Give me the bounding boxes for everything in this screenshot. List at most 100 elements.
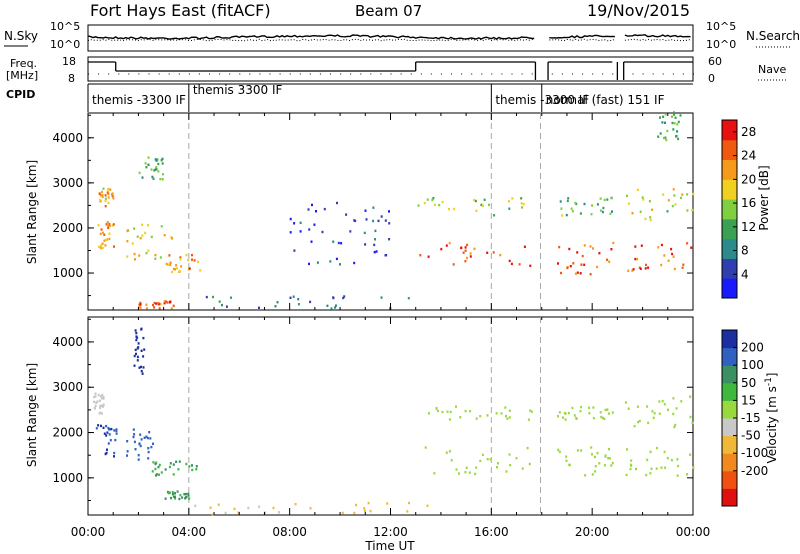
cpid-label: CPID — [6, 88, 35, 101]
cpid-segment-label: themis -3300 IF — [495, 93, 589, 107]
range-gate-cell — [576, 449, 579, 452]
range-gate-cell — [145, 435, 148, 438]
colorbar-swatch — [722, 159, 737, 180]
range-gate-cell — [230, 296, 232, 299]
range-gate-cell — [107, 196, 110, 199]
range-gate-cell — [106, 220, 109, 224]
range-gate-cell — [104, 205, 107, 208]
range-gate-cell — [480, 203, 483, 207]
cpid-segment-label: themis -3300 IF — [92, 93, 186, 107]
range-gate-cell — [515, 457, 518, 460]
range-gate-cell — [646, 405, 649, 408]
range-gate-cell — [557, 415, 559, 418]
range-gate-cell — [101, 397, 103, 400]
nsky-label: N.Sky — [4, 29, 38, 43]
range-gate-cell — [500, 412, 503, 415]
range-gate-cell — [647, 266, 650, 269]
range-gate-cell — [377, 219, 380, 223]
range-gate-cell — [294, 503, 297, 506]
range-gate-cell — [486, 251, 489, 254]
range-gate-cell — [106, 191, 109, 194]
range-gate-cell — [191, 253, 193, 257]
range-gate-cell — [562, 416, 564, 419]
range-gate-cell — [448, 241, 451, 245]
colorbar-tick-label: -200 — [741, 464, 768, 478]
range-gate-cell — [188, 267, 191, 270]
range-gate-cell — [172, 473, 175, 476]
range-gate-cell — [464, 246, 467, 249]
range-gate-cell — [105, 424, 108, 428]
range-gate-cell — [435, 407, 438, 410]
range-gate-cell — [677, 120, 680, 124]
range-gate-cell — [147, 447, 150, 450]
range-gate-cell — [590, 213, 593, 216]
velocity-ylabel: Slant Range [km] — [25, 363, 39, 467]
colorbar-swatch — [722, 382, 737, 401]
range-gate-cell — [105, 451, 108, 455]
range-gate-cell — [483, 198, 486, 201]
range-gate-cell — [426, 198, 429, 201]
range-gate-cell — [440, 247, 443, 251]
freq-unit-label: [MHz] — [6, 69, 38, 82]
range-gate-cell — [195, 468, 198, 471]
range-gate-cell — [293, 249, 296, 252]
range-gate-cell — [101, 195, 104, 199]
range-gate-cell — [109, 439, 112, 442]
range-gate-cell — [110, 427, 113, 431]
range-gate-cell — [674, 116, 677, 119]
range-gate-cell — [492, 251, 495, 254]
range-gate-cell — [652, 416, 655, 419]
range-gate-cell — [465, 466, 468, 469]
range-gate-cell — [583, 244, 586, 247]
range-gate-cell — [611, 411, 614, 414]
range-gate-cell — [528, 462, 531, 466]
range-gate-cell — [150, 445, 153, 449]
range-gate-cell — [469, 255, 472, 258]
range-gate-cell — [152, 461, 155, 464]
range-gate-cell — [474, 199, 477, 203]
range-gate-cell — [661, 399, 664, 403]
range-gate-cell — [155, 167, 158, 171]
range-gate-cell — [579, 410, 582, 413]
range-gate-cell — [163, 300, 166, 303]
range-gate-cell — [171, 270, 173, 274]
range-gate-cell — [141, 372, 144, 375]
range-gate-cell — [340, 242, 343, 245]
range-gate-cell — [672, 188, 675, 191]
range-gate-cell — [633, 424, 636, 428]
range-gate-cell — [475, 417, 478, 420]
range-gate-cell — [606, 408, 609, 411]
range-gate-cell — [151, 175, 154, 179]
range-gate-cell — [462, 251, 465, 254]
range-gate-cell — [176, 490, 179, 493]
range-gate-cell — [676, 130, 679, 133]
range-gate-cell — [139, 237, 142, 240]
range-gate-cell — [99, 232, 102, 236]
range-gate-cell — [596, 451, 599, 455]
range-gate-cell — [692, 466, 695, 469]
range-gate-cell — [508, 409, 511, 412]
range-gate-cell — [608, 260, 611, 263]
range-gate-cell — [363, 507, 366, 510]
radar-title: Fort Hays East (fitACF) — [90, 1, 271, 20]
range-gate-cell — [138, 442, 141, 446]
range-gate-cell — [580, 405, 583, 409]
range-gate-cell — [177, 468, 180, 471]
range-gate-cell — [336, 201, 338, 205]
range-gate-cell — [153, 306, 156, 309]
range-gate-cell — [481, 204, 484, 208]
range-gate-cell — [666, 210, 669, 213]
range-gate-cell — [509, 464, 512, 467]
range-gate-cell — [612, 241, 615, 245]
range-gate-cell — [433, 203, 436, 207]
range-gate-cell — [103, 432, 106, 435]
range-gate-cell — [104, 197, 107, 200]
range-gate-cell — [651, 208, 654, 211]
range-gate-cell — [185, 253, 188, 257]
range-gate-cell — [135, 352, 137, 356]
range-gate-cell — [691, 208, 694, 212]
colorbar-swatch — [722, 435, 737, 454]
range-gate-cell — [108, 222, 111, 226]
y-tick-label: 3000 — [52, 380, 83, 394]
range-gate-cell — [489, 458, 492, 461]
